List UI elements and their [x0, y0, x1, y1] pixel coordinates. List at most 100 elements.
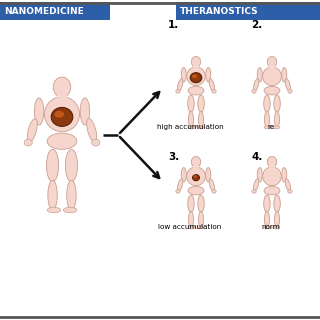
Ellipse shape [188, 195, 194, 212]
Ellipse shape [206, 168, 211, 182]
Ellipse shape [188, 112, 194, 127]
Ellipse shape [264, 126, 271, 129]
Ellipse shape [275, 112, 280, 127]
Ellipse shape [80, 98, 90, 125]
Ellipse shape [191, 156, 201, 167]
Ellipse shape [282, 68, 287, 82]
Text: re: re [267, 124, 274, 130]
Text: norm: norm [261, 224, 280, 230]
Ellipse shape [267, 156, 277, 167]
Ellipse shape [188, 126, 195, 129]
Text: 4.: 4. [251, 152, 262, 162]
Ellipse shape [46, 149, 59, 182]
Ellipse shape [187, 67, 205, 86]
Ellipse shape [65, 149, 77, 182]
Ellipse shape [47, 207, 61, 213]
Ellipse shape [188, 226, 195, 229]
Text: THERANOSTICS: THERANOSTICS [180, 6, 259, 15]
Bar [194, 162, 198, 169]
Text: low accumulation: low accumulation [158, 224, 222, 230]
Ellipse shape [178, 79, 183, 91]
Ellipse shape [198, 195, 204, 212]
Ellipse shape [51, 108, 73, 126]
Ellipse shape [190, 73, 202, 83]
Ellipse shape [288, 189, 292, 193]
Ellipse shape [274, 195, 280, 212]
Ellipse shape [176, 189, 180, 193]
Ellipse shape [24, 139, 32, 146]
Ellipse shape [197, 226, 204, 229]
Ellipse shape [176, 90, 180, 93]
Ellipse shape [257, 68, 262, 82]
Ellipse shape [197, 126, 204, 129]
Bar [270, 62, 274, 69]
Text: 1.: 1. [168, 20, 179, 30]
Bar [57, 95, 68, 102]
Ellipse shape [194, 175, 197, 177]
Bar [269, 66, 275, 70]
Bar [194, 62, 198, 69]
Ellipse shape [264, 195, 270, 212]
Ellipse shape [264, 226, 271, 229]
Bar [0, 2, 110, 20]
Ellipse shape [282, 168, 287, 182]
Ellipse shape [252, 90, 256, 93]
Bar [193, 166, 199, 170]
Bar [270, 162, 274, 169]
Ellipse shape [188, 95, 194, 112]
Ellipse shape [274, 95, 280, 112]
Ellipse shape [192, 75, 197, 78]
Ellipse shape [188, 86, 204, 95]
Ellipse shape [193, 175, 199, 181]
Ellipse shape [212, 90, 216, 93]
Ellipse shape [27, 119, 37, 142]
Ellipse shape [285, 179, 291, 191]
Text: 2.: 2. [251, 20, 262, 30]
Ellipse shape [67, 180, 76, 210]
Ellipse shape [87, 119, 97, 142]
Ellipse shape [47, 133, 77, 149]
Ellipse shape [181, 168, 186, 182]
Text: high accumulation: high accumulation [157, 124, 223, 130]
Ellipse shape [44, 97, 80, 132]
Text: 3.: 3. [168, 152, 179, 162]
Ellipse shape [55, 111, 64, 117]
Ellipse shape [34, 98, 44, 125]
Bar [193, 66, 199, 70]
Bar [58, 87, 66, 101]
Ellipse shape [209, 179, 214, 191]
Ellipse shape [188, 212, 194, 227]
Ellipse shape [252, 189, 256, 193]
Text: NANOMEDICINE: NANOMEDICINE [4, 6, 84, 15]
Ellipse shape [198, 212, 204, 227]
Ellipse shape [92, 139, 100, 146]
Ellipse shape [198, 95, 204, 112]
Ellipse shape [253, 79, 259, 91]
Ellipse shape [264, 95, 270, 112]
Ellipse shape [63, 207, 77, 213]
Ellipse shape [264, 212, 269, 227]
Ellipse shape [212, 189, 216, 193]
Ellipse shape [273, 226, 280, 229]
Ellipse shape [275, 212, 280, 227]
Ellipse shape [198, 112, 204, 127]
Bar [269, 166, 275, 170]
Ellipse shape [257, 168, 262, 182]
Ellipse shape [209, 79, 214, 91]
Bar [176, 2, 320, 20]
Ellipse shape [273, 126, 280, 129]
Ellipse shape [264, 112, 269, 127]
Ellipse shape [181, 68, 186, 82]
Ellipse shape [206, 68, 211, 82]
Ellipse shape [263, 167, 281, 186]
Ellipse shape [187, 167, 205, 186]
Ellipse shape [267, 56, 277, 67]
Ellipse shape [191, 56, 201, 67]
Ellipse shape [288, 90, 292, 93]
Ellipse shape [253, 179, 259, 191]
Ellipse shape [53, 77, 71, 97]
Ellipse shape [264, 186, 280, 195]
Ellipse shape [285, 79, 291, 91]
Ellipse shape [48, 180, 57, 210]
Ellipse shape [264, 86, 280, 95]
